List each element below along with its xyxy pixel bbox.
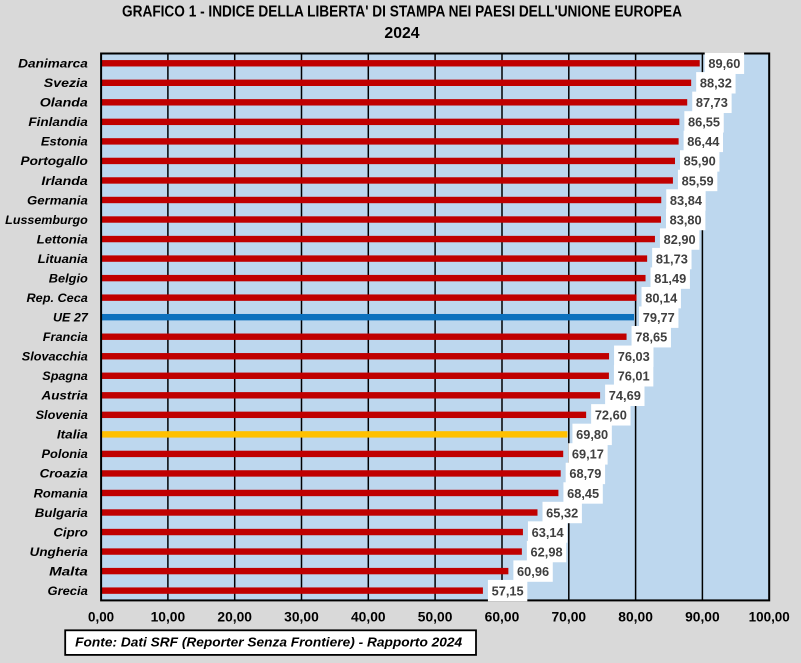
svg-text:100,00: 100,00 xyxy=(749,609,790,624)
svg-text:83,80: 83,80 xyxy=(670,212,702,227)
svg-text:Estonia: Estonia xyxy=(41,135,88,149)
svg-text:Romania: Romania xyxy=(34,486,88,500)
svg-text:Slovenia: Slovenia xyxy=(36,408,88,422)
svg-text:UE 27: UE 27 xyxy=(53,310,89,324)
svg-text:0,00: 0,00 xyxy=(88,609,114,624)
svg-text:70,00: 70,00 xyxy=(552,609,587,624)
svg-text:Lettonia: Lettonia xyxy=(37,232,88,246)
svg-text:69,17: 69,17 xyxy=(572,447,604,462)
svg-text:Belgio: Belgio xyxy=(49,271,88,285)
svg-text:79,77: 79,77 xyxy=(643,310,675,325)
svg-text:Francia: Francia xyxy=(43,330,88,344)
svg-text:Cipro: Cipro xyxy=(53,525,87,539)
svg-text:GRAFICO 1 - INDICE DELLA LIBER: GRAFICO 1 - INDICE DELLA LIBERTA' DI STA… xyxy=(122,4,682,21)
svg-text:30,00: 30,00 xyxy=(284,609,319,624)
svg-text:74,69: 74,69 xyxy=(609,388,641,403)
svg-text:Irlanda: Irlanda xyxy=(41,174,88,188)
svg-text:Rep. Ceca: Rep. Ceca xyxy=(27,291,89,305)
svg-text:Germania: Germania xyxy=(27,193,88,207)
svg-text:Italia: Italia xyxy=(57,428,88,442)
svg-text:81,49: 81,49 xyxy=(654,271,686,286)
svg-text:60,96: 60,96 xyxy=(517,564,549,579)
svg-text:Ungheria: Ungheria xyxy=(30,545,88,559)
svg-text:88,32: 88,32 xyxy=(700,76,732,91)
svg-text:Austria: Austria xyxy=(40,389,88,403)
svg-text:Polonia: Polonia xyxy=(42,447,89,461)
svg-text:63,14: 63,14 xyxy=(532,525,565,540)
svg-text:69,80: 69,80 xyxy=(576,427,608,442)
svg-text:Lituania: Lituania xyxy=(38,252,88,266)
svg-text:Fonte: Dati SRF (Reporter Senz: Fonte: Dati SRF (Reporter Senza Frontier… xyxy=(75,634,463,649)
svg-text:68,79: 68,79 xyxy=(569,466,601,481)
svg-text:82,90: 82,90 xyxy=(664,232,696,247)
svg-text:76,03: 76,03 xyxy=(618,349,650,364)
svg-text:72,60: 72,60 xyxy=(595,408,627,423)
svg-text:Slovacchia: Slovacchia xyxy=(22,350,88,364)
svg-text:85,90: 85,90 xyxy=(684,154,716,169)
svg-text:Lussemburgo: Lussemburgo xyxy=(5,213,88,227)
svg-text:68,45: 68,45 xyxy=(567,486,599,501)
svg-text:20,00: 20,00 xyxy=(217,609,252,624)
svg-text:78,65: 78,65 xyxy=(635,330,667,345)
svg-text:57,15: 57,15 xyxy=(492,583,524,598)
svg-text:50,00: 50,00 xyxy=(418,609,453,624)
svg-text:Spagna: Spagna xyxy=(42,369,88,383)
svg-text:76,01: 76,01 xyxy=(618,369,650,384)
svg-text:80,14: 80,14 xyxy=(645,290,678,305)
svg-text:83,84: 83,84 xyxy=(670,193,703,208)
svg-text:81,73: 81,73 xyxy=(656,251,688,266)
svg-text:60,00: 60,00 xyxy=(485,609,520,624)
svg-text:86,55: 86,55 xyxy=(688,115,720,130)
svg-text:40,00: 40,00 xyxy=(351,609,386,624)
svg-text:Bulgaria: Bulgaria xyxy=(35,506,88,520)
svg-text:10,00: 10,00 xyxy=(151,609,186,624)
svg-text:Olanda: Olanda xyxy=(40,96,88,110)
svg-text:Danimarca: Danimarca xyxy=(18,57,88,71)
svg-text:87,73: 87,73 xyxy=(696,95,728,110)
svg-text:Croazia: Croazia xyxy=(40,467,89,481)
svg-text:Portogallo: Portogallo xyxy=(21,154,88,168)
svg-text:86,44: 86,44 xyxy=(687,134,720,149)
svg-text:2024: 2024 xyxy=(384,25,419,42)
svg-text:Malta: Malta xyxy=(49,564,88,578)
svg-text:62,98: 62,98 xyxy=(531,544,563,559)
svg-text:65,32: 65,32 xyxy=(546,505,578,520)
svg-text:89,60: 89,60 xyxy=(708,56,740,71)
svg-text:Svezia: Svezia xyxy=(44,76,88,90)
svg-text:80,00: 80,00 xyxy=(618,609,653,624)
svg-text:90,00: 90,00 xyxy=(685,609,720,624)
svg-text:Grecia: Grecia xyxy=(48,584,89,598)
svg-text:85,59: 85,59 xyxy=(682,173,714,188)
svg-text:Finlandia: Finlandia xyxy=(28,115,88,129)
